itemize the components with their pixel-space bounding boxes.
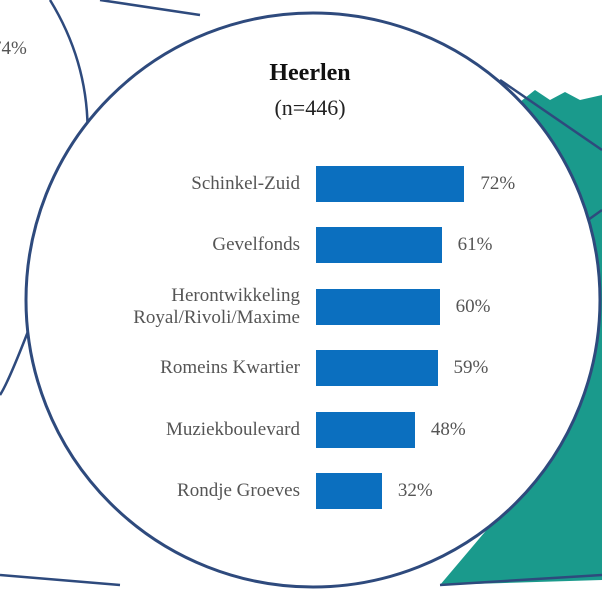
main-circle xyxy=(24,11,602,589)
value-label: 61% xyxy=(457,234,493,256)
category-label: Gevelfonds xyxy=(212,234,300,256)
connector xyxy=(499,78,602,152)
connector xyxy=(0,573,121,587)
value-label: 59% xyxy=(453,357,489,379)
value-label: 32% xyxy=(397,480,433,501)
category-label: Rondje Groeves xyxy=(177,480,300,501)
value-label: 48% xyxy=(430,418,466,440)
bar xyxy=(316,411,415,448)
chart-title: Heerlen xyxy=(269,60,351,86)
bar xyxy=(316,166,465,202)
bar xyxy=(316,473,382,509)
connector xyxy=(439,573,602,587)
category-label: Muziekboulevard xyxy=(165,418,300,440)
connector xyxy=(99,0,201,17)
value-label: 60% xyxy=(455,295,491,317)
category-label: Romeins Kwartier xyxy=(160,357,300,379)
bar xyxy=(316,227,442,264)
category-label: Schinkel-Zuid xyxy=(191,173,300,194)
bar xyxy=(316,288,440,325)
bar xyxy=(316,350,438,387)
value-label: 72% xyxy=(480,173,516,194)
category-label: Herontwikkeling Royal/Rivoli/Maxime xyxy=(133,284,300,328)
chart-subtitle: (n=446) xyxy=(274,95,346,120)
annotation: 74% xyxy=(0,38,27,59)
